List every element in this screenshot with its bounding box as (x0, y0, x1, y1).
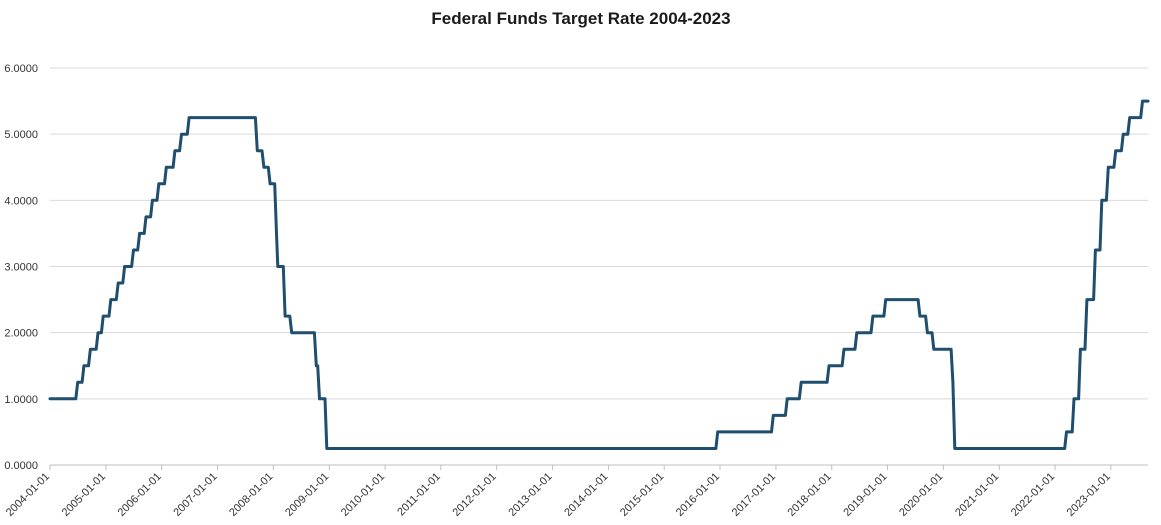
y-tick-label: 3.0000 (4, 262, 38, 274)
x-tick-label: 2014-01-01 (562, 471, 610, 519)
x-tick-label: 2004-01-01 (4, 471, 52, 519)
x-axis: 2004-01-01 2005-01-01 2006-01-01 2007-01-01… (4, 464, 1148, 519)
y-tick-label: 1.0000 (4, 394, 38, 406)
x-tick-label: 2011-01-01 (395, 471, 443, 519)
y-tick-label: 5.0000 (4, 129, 38, 141)
x-tick-label: 2013-01-01 (506, 471, 554, 519)
x-tick-label: 2010-01-01 (339, 471, 387, 519)
x-tick-label: 2020-01-01 (897, 471, 945, 519)
y-tick-label: 4.0000 (4, 195, 38, 207)
chart-title: Federal Funds Target Rate 2004-2023 (431, 9, 730, 28)
x-tick-label: 2021-01-01 (953, 471, 1001, 519)
x-tick-label: 2018-01-01 (786, 471, 834, 519)
x-tick-label: 2007-01-01 (171, 471, 219, 519)
x-tick-label: 2008-01-01 (227, 471, 275, 519)
gridlines (50, 67, 1148, 400)
x-tick-label: 2005-01-01 (60, 471, 108, 519)
y-tick-label: 6.0000 (4, 63, 38, 75)
x-tick-label: 2015-01-01 (618, 471, 666, 519)
y-axis-ticks: 0.0000 1.0000 2.0000 3.0000 4.0000 5.0000 6.00… (4, 63, 38, 472)
x-tick-label: 2019-01-01 (841, 471, 889, 519)
y-tick-label: 0.0000 (4, 460, 38, 472)
x-tick-label: 2012-01-01 (450, 471, 498, 519)
x-tick-label: 2023-01-01 (1065, 471, 1113, 519)
x-tick-label: 2006-01-01 (116, 471, 164, 519)
x-tick-label: 2009-01-01 (283, 471, 331, 519)
series-layer (48, 99, 1150, 450)
y-tick-label: 2.0000 (4, 328, 38, 340)
x-tick-label: 2017-01-01 (730, 471, 778, 519)
series-line (48, 99, 1150, 450)
x-tick-label: 2016-01-01 (674, 471, 722, 519)
x-tick-label: 2022-01-01 (1009, 471, 1057, 519)
